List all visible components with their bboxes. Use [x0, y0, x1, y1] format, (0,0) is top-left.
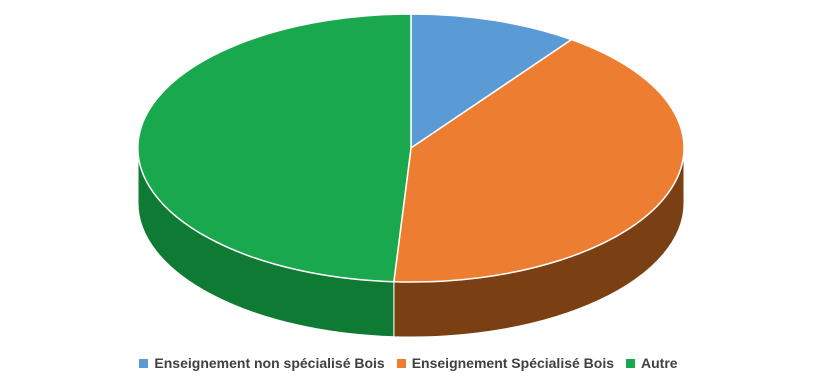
- legend-item-1: Enseignement Spécialisé Bois: [396, 355, 615, 371]
- legend-swatch-2: [626, 358, 636, 368]
- legend-label-1: Enseignement Spécialisé Bois: [411, 355, 615, 371]
- legend-swatch-0: [139, 358, 149, 368]
- legend-label-0: Enseignement non spécialisé Bois: [154, 355, 385, 371]
- legend-label-2: Autre: [641, 355, 678, 371]
- pie-slice-0: [410, 13, 574, 150]
- legend: Enseignement non spécialisé Bois Enseign…: [0, 351, 817, 375]
- pie-chart: [137, 13, 685, 338]
- legend-item-2: Autre: [626, 355, 678, 371]
- pie-slice-2: [137, 13, 412, 283]
- legend-item-0: Enseignement non spécialisé Bois: [139, 355, 385, 371]
- pie-slices: [137, 13, 685, 283]
- legend-swatch-1: [396, 358, 406, 368]
- pie-slice-1: [393, 38, 685, 283]
